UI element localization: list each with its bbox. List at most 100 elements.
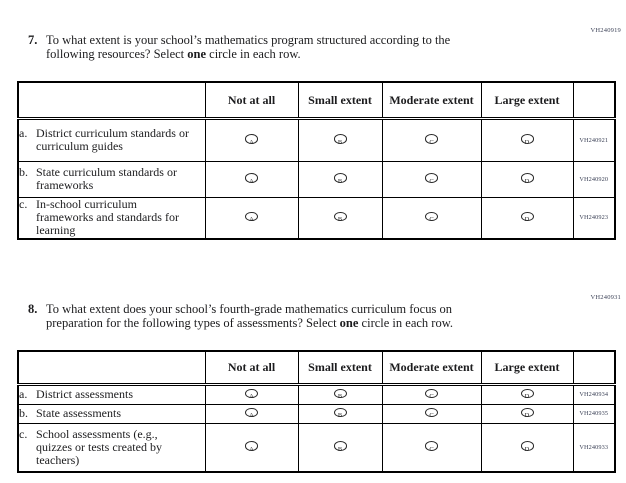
question-7-bold-one: one <box>187 46 207 61</box>
row-letter: b. <box>19 165 28 179</box>
q8-row-a-option-small-extent[interactable]: B <box>297 383 383 405</box>
q8-header-blank <box>17 350 206 386</box>
answer-bubble-d[interactable]: D <box>520 388 534 400</box>
q8-row-b-option-small-extent[interactable]: B <box>297 403 383 424</box>
q7-header-blank <box>17 81 206 120</box>
row-letter: a. <box>19 126 28 140</box>
q8-row-a-label-cell: a. District assessments <box>17 383 206 405</box>
question-7-table: Not at all Small extent Moderate extent … <box>17 81 616 240</box>
q8-row-b: b. State assessments A B C D VH240935 <box>17 403 616 424</box>
q8-header-small-extent: Small extent <box>297 350 383 386</box>
q8-row-b-var-code: VH240935 <box>572 403 616 424</box>
q7-row-a-option-moderate-extent[interactable]: C <box>381 117 482 162</box>
q8-row-c-option-large-extent[interactable]: D <box>480 422 574 473</box>
question-8-var-code: VH240931 <box>590 294 621 301</box>
q7-header-large-extent: Large extent <box>480 81 574 120</box>
row-letter: c. <box>19 197 28 212</box>
q7-row-a-option-not-at-all[interactable]: A <box>204 117 299 162</box>
question-7-line1: To what extent is your school’s mathemat… <box>46 33 451 47</box>
q7-row-a-var-code: VH240921 <box>572 117 616 162</box>
q7-row-a-option-large-extent[interactable]: D <box>480 117 574 162</box>
q7-row-a-option-small-extent[interactable]: B <box>297 117 383 162</box>
row-label: State curriculum standards or frameworks <box>36 165 177 192</box>
question-7-text: To what extent is your school’s mathemat… <box>46 33 588 61</box>
answer-bubble-a[interactable]: A <box>245 134 258 146</box>
q7-row-b-option-not-at-all[interactable]: A <box>204 160 299 198</box>
q8-row-a-option-large-extent[interactable]: D <box>480 383 574 405</box>
q7-row-a: a. District curriculum standards or curri… <box>17 117 616 162</box>
q7-row-b-var-code: VH240920 <box>572 160 616 198</box>
answer-bubble-c[interactable]: C <box>425 407 438 419</box>
answer-bubble-c[interactable]: C <box>425 388 438 400</box>
q8-row-c-option-small-extent[interactable]: B <box>297 422 383 473</box>
answer-bubble-c[interactable]: C <box>425 441 438 453</box>
answer-bubble-d[interactable]: D <box>520 134 534 146</box>
q7-row-c-option-large-extent[interactable]: D <box>480 196 574 240</box>
q8-row-c-option-not-at-all[interactable]: A <box>204 422 299 473</box>
question-8-bold-one: one <box>339 315 359 330</box>
answer-bubble-d[interactable]: D <box>520 441 534 453</box>
q7-row-c-var-code: VH240923 <box>572 196 616 240</box>
answer-bubble-d[interactable]: D <box>520 407 534 419</box>
question-7: 7. To what extent is your school’s mathe… <box>28 33 588 61</box>
answer-bubble-d[interactable]: D <box>520 211 534 223</box>
answer-bubble-a[interactable]: A <box>245 211 258 223</box>
row-letter: b. <box>19 406 28 420</box>
q7-row-b-option-large-extent[interactable]: D <box>480 160 574 198</box>
row-letter: c. <box>19 426 28 441</box>
q7-row-c-option-small-extent[interactable]: B <box>297 196 383 240</box>
q7-row-c: c. In-school curriculum frameworks and st… <box>17 196 616 240</box>
answer-bubble-c[interactable]: C <box>425 173 438 185</box>
row-letter: a. <box>19 387 28 401</box>
q8-row-c-label-cell: c. School assessments (e.g., quizzes or t… <box>17 422 206 473</box>
q7-row-b-option-moderate-extent[interactable]: C <box>381 160 482 198</box>
q8-row-a: a. District assessments A B C D VH240934 <box>17 383 616 405</box>
answer-bubble-b[interactable]: B <box>333 134 347 146</box>
question-7-line2-pre: following resources? Select <box>46 46 185 61</box>
q8-row-c: c. School assessments (e.g., quizzes or t… <box>17 422 616 473</box>
q8-row-b-option-moderate-extent[interactable]: C <box>381 403 482 424</box>
q7-header-code-blank <box>572 81 616 120</box>
answer-bubble-a[interactable]: A <box>245 173 258 185</box>
row-label: School assessments (e.g., quizzes or tes… <box>36 426 162 467</box>
question-8-number: 8. <box>28 302 38 316</box>
q8-header-moderate-extent: Moderate extent <box>381 350 482 386</box>
answer-bubble-b[interactable]: B <box>333 173 347 185</box>
q8-row-c-option-moderate-extent[interactable]: C <box>381 422 482 473</box>
q8-row-a-var-code: VH240934 <box>572 383 616 405</box>
answer-bubble-d[interactable]: D <box>520 173 534 185</box>
question-8-table: Not at all Small extent Moderate extent … <box>17 350 616 473</box>
q7-header-not-at-all: Not at all <box>204 81 299 120</box>
answer-bubble-b[interactable]: B <box>333 388 347 400</box>
question-7-number: 7. <box>28 33 38 47</box>
answer-bubble-b[interactable]: B <box>333 211 347 223</box>
q7-row-b: b. State curriculum standards or framewor… <box>17 160 616 198</box>
q8-header-large-extent: Large extent <box>480 350 574 386</box>
answer-bubble-c[interactable]: C <box>425 134 438 146</box>
q8-row-b-option-not-at-all[interactable]: A <box>204 403 299 424</box>
q7-row-c-label-cell: c. In-school curriculum frameworks and st… <box>17 196 206 240</box>
q7-header-small-extent: Small extent <box>297 81 383 120</box>
answer-bubble-b[interactable]: B <box>333 441 347 453</box>
answer-bubble-c[interactable]: C <box>425 211 438 223</box>
q8-row-a-option-moderate-extent[interactable]: C <box>381 383 482 405</box>
q8-row-b-option-large-extent[interactable]: D <box>480 403 574 424</box>
q7-row-a-label-cell: a. District curriculum standards or curri… <box>17 117 206 162</box>
q8-header-code-blank <box>572 350 616 386</box>
row-label: State assessments <box>36 406 121 420</box>
answer-bubble-a[interactable]: A <box>245 407 258 419</box>
question-7-header-row: Not at all Small extent Moderate extent … <box>17 81 616 120</box>
q7-row-b-option-small-extent[interactable]: B <box>297 160 383 198</box>
q7-row-c-option-moderate-extent[interactable]: C <box>381 196 482 240</box>
row-label: District assessments <box>36 387 133 401</box>
answer-bubble-b[interactable]: B <box>333 407 347 419</box>
question-8-line2-post: circle in each row. <box>361 315 454 330</box>
answer-bubble-a[interactable]: A <box>245 441 258 453</box>
question-8-header-row: Not at all Small extent Moderate extent … <box>17 350 616 386</box>
q8-row-b-label-cell: b. State assessments <box>17 403 206 424</box>
answer-bubble-a[interactable]: A <box>245 388 258 400</box>
q7-row-c-option-not-at-all[interactable]: A <box>204 196 299 240</box>
question-8-line1: To what extent does your school’s fourth… <box>46 302 452 316</box>
q8-row-a-option-not-at-all[interactable]: A <box>204 383 299 405</box>
